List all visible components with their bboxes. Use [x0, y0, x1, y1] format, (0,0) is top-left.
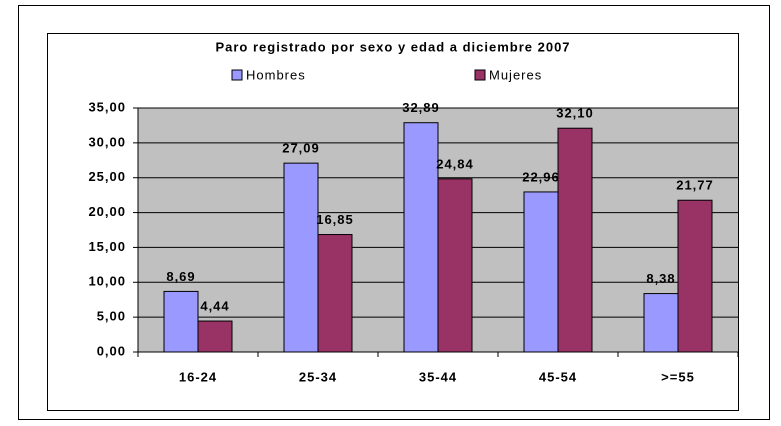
y-tick-label: 10,00: [88, 274, 126, 289]
legend-label: Hombres: [246, 67, 306, 82]
value-label: 8,38: [646, 271, 675, 286]
y-tick-label: 5,00: [97, 309, 126, 324]
x-tick-label: 45-54: [539, 369, 577, 384]
y-tick-label: 35,00: [88, 99, 126, 114]
y-tick-label: 30,00: [88, 134, 126, 149]
value-label: 8,69: [166, 269, 195, 284]
x-tick-label: 35-44: [419, 369, 457, 384]
legend-label: Mujeres: [489, 67, 542, 82]
value-label: 16,85: [316, 212, 354, 227]
value-label: 32,10: [556, 106, 594, 121]
y-tick-label: 25,00: [88, 169, 126, 184]
x-tick-label: 25-34: [299, 369, 337, 384]
bar: [163, 290, 199, 353]
value-label: 22,96: [522, 169, 560, 184]
bar: [643, 293, 679, 353]
bar: [403, 122, 439, 353]
bar: [677, 199, 713, 353]
bar: [523, 191, 559, 353]
x-tick-label: 16-24: [179, 369, 217, 384]
value-label: 21,77: [676, 178, 714, 193]
value-label: 32,89: [402, 100, 440, 115]
bar: [557, 127, 593, 353]
bar: [197, 320, 233, 353]
bar: [283, 162, 319, 353]
y-tick-label: 0,00: [97, 343, 126, 358]
legend-swatch: [474, 69, 486, 81]
legend-swatch: [231, 69, 243, 81]
y-tick-label: 15,00: [88, 239, 126, 254]
value-label: 4,44: [200, 298, 229, 313]
bar: [437, 178, 473, 353]
x-tick-label: >=55: [661, 369, 695, 384]
value-label: 24,84: [436, 156, 474, 171]
value-label: 27,09: [282, 141, 320, 156]
bar: [317, 234, 353, 353]
chart-title: Paro registrado por sexo y edad a diciem…: [215, 39, 570, 54]
y-tick-label: 20,00: [88, 204, 126, 219]
